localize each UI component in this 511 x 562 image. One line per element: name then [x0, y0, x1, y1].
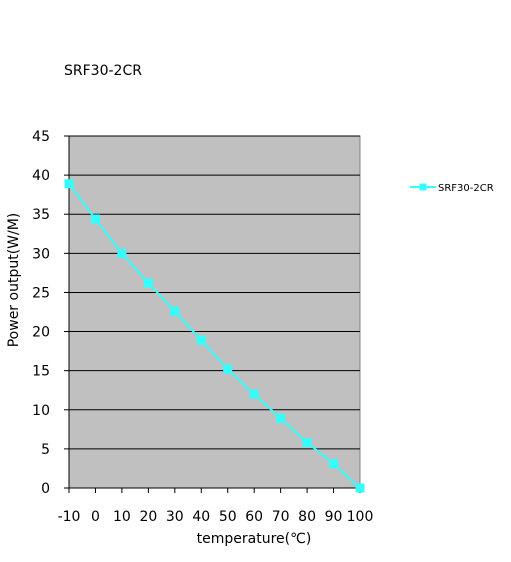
- plot-area: [68, 135, 361, 489]
- legend: SRF30-2CR: [410, 183, 494, 194]
- x-tick-label: 0: [91, 509, 100, 525]
- data-point: [249, 389, 259, 399]
- data-point: [329, 459, 339, 469]
- x-tick-label: 30: [166, 509, 184, 525]
- x-axis-ticks: -10 0 10 20 30 40 50 60 70 80 90 100: [58, 488, 374, 525]
- x-tick-label: 50: [219, 509, 237, 525]
- y-axis-ticks: 0 5 10 15 20 25 30 35 40 45: [32, 129, 69, 497]
- data-point: [64, 179, 74, 189]
- y-tick-label: 45: [32, 129, 50, 145]
- x-tick-label: 20: [139, 509, 157, 525]
- y-tick-label: 20: [32, 325, 50, 341]
- series: [64, 179, 365, 493]
- x-tick-label: 70: [272, 509, 290, 525]
- y-tick-label: 25: [32, 285, 50, 301]
- plot-background: [68, 135, 361, 489]
- data-point: [170, 306, 180, 316]
- data-point: [196, 335, 206, 345]
- data-point: [302, 438, 312, 448]
- data-point: [117, 248, 127, 258]
- x-tick-label: 60: [245, 509, 263, 525]
- y-tick-label: 30: [32, 246, 50, 262]
- data-point: [355, 483, 365, 493]
- x-tick-label: -10: [58, 509, 81, 525]
- y-tick-label: 35: [32, 207, 50, 223]
- gridlines: [69, 135, 360, 450]
- x-tick-label: 40: [192, 509, 210, 525]
- y-tick-label: 10: [32, 403, 50, 419]
- y-tick-label: 0: [41, 481, 50, 497]
- chart-title: SRF30-2CR: [64, 63, 142, 79]
- x-tick-label: 90: [325, 509, 343, 525]
- x-tick-label: 80: [298, 509, 316, 525]
- y-tick-label: 40: [32, 168, 50, 184]
- axes: [68, 136, 360, 489]
- legend-marker: [419, 183, 427, 191]
- data-point: [223, 364, 233, 374]
- data-point: [143, 278, 153, 288]
- y-axis-label: Power output(W/M): [6, 213, 22, 348]
- y-tick-label: 5: [41, 442, 50, 458]
- data-point: [276, 413, 286, 423]
- x-tick-label: 10: [113, 509, 131, 525]
- x-axis-label: temperature(℃): [197, 531, 312, 547]
- x-tick-label: 100: [347, 509, 374, 525]
- legend-label: SRF30-2CR: [438, 183, 494, 194]
- y-tick-label: 15: [32, 364, 50, 380]
- data-point: [90, 214, 100, 224]
